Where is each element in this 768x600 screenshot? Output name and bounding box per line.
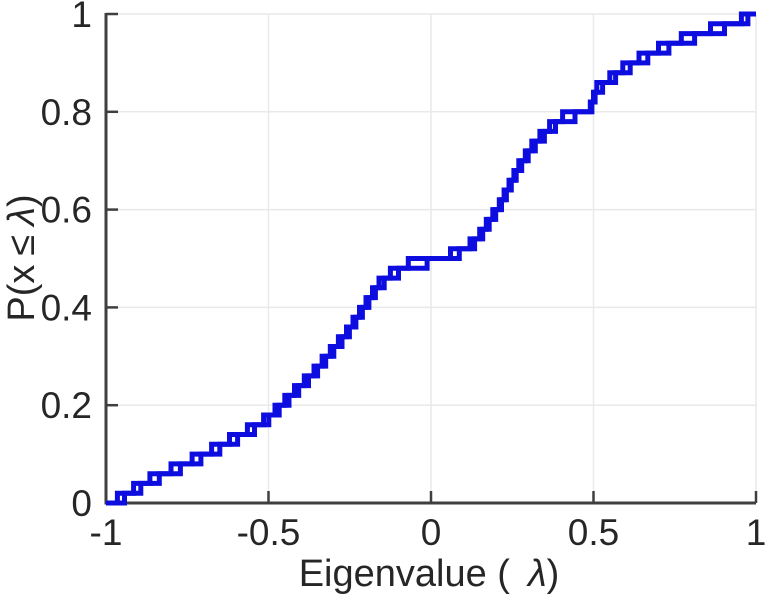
y-axis-label-text: P(x xyxy=(1,265,43,322)
x-axis-label-close: ) xyxy=(547,553,560,595)
leq-symbol: ≤ xyxy=(1,235,43,256)
y-tick-label-0.6: 0.6 xyxy=(41,190,92,231)
y-tick-label-0.2: 0.2 xyxy=(41,385,92,426)
x-tick-label--0.5: -0.5 xyxy=(237,512,301,553)
x-tick-label-1: 1 xyxy=(746,512,767,553)
y-tick-label-0.8: 0.8 xyxy=(41,92,92,133)
lambda-symbol: λ xyxy=(1,207,43,228)
eigenvalue-ecdf-2 xyxy=(106,11,756,506)
y-tick-label-0.4: 0.4 xyxy=(41,287,92,328)
series-layer xyxy=(106,11,756,506)
lambda-symbol: λ xyxy=(526,553,547,595)
x-tick-label-0.5: 0.5 xyxy=(568,512,619,553)
x-axis-label-text: Eigenvalue ( xyxy=(299,553,511,595)
tick-label-layer: -1 -0.5 0 0.5 1 0 0.2 0.4 0.6 0.8 1 xyxy=(41,0,767,553)
y-tick-label-1: 1 xyxy=(71,0,92,35)
y-tick-label-0: 0 xyxy=(71,483,92,524)
y-axis-label: P(x ≤ λ) xyxy=(1,194,43,321)
y-axis-label-close: ) xyxy=(1,194,43,207)
x-axis-label: Eigenvalue ( λ) xyxy=(299,553,560,595)
x-tick-label--1: -1 xyxy=(90,512,123,553)
x-tick-label-0: 0 xyxy=(421,512,442,553)
